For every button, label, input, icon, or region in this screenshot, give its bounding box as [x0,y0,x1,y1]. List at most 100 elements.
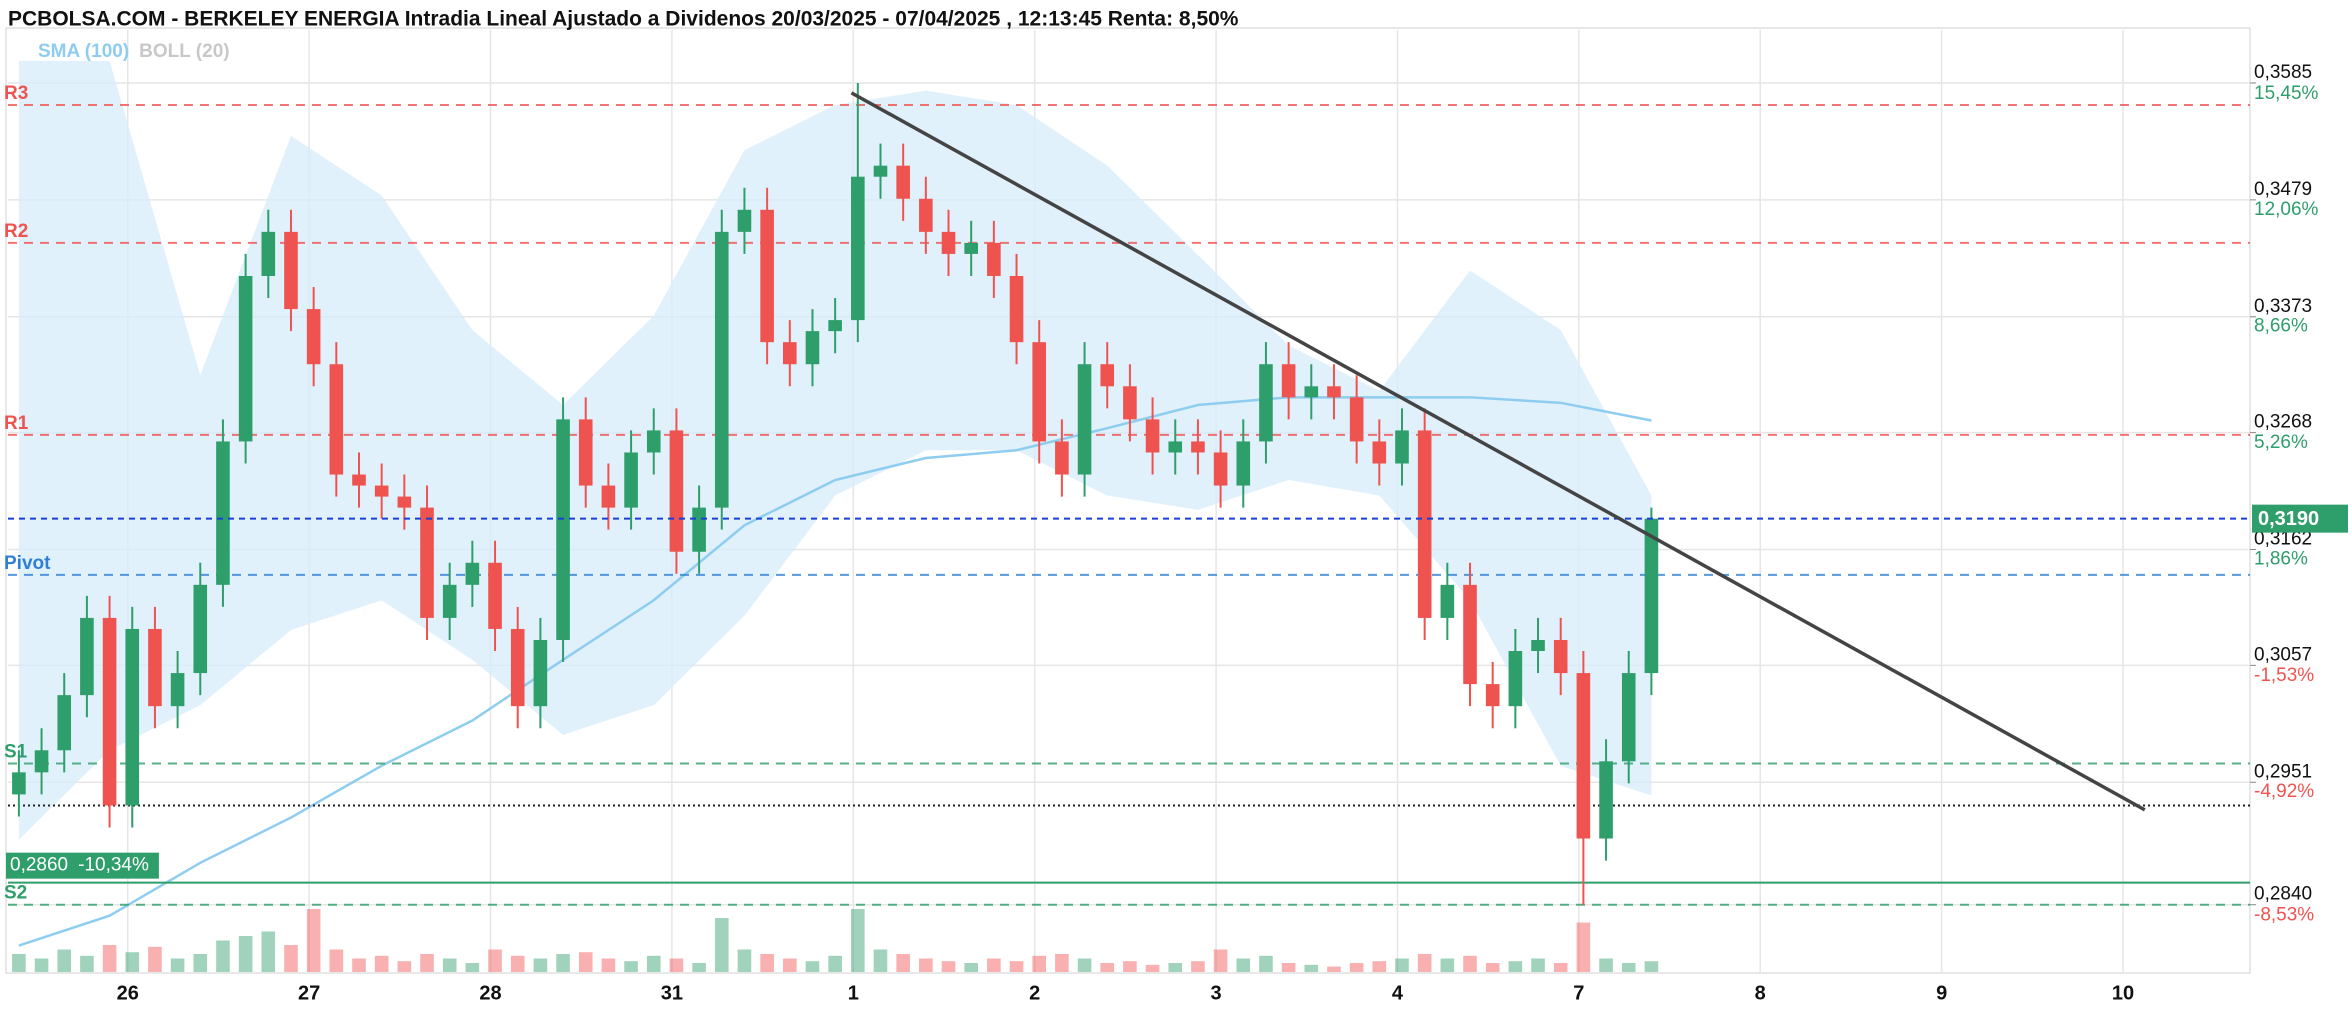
volume-bar [374,955,389,972]
current-price-label: 0,3190 [2258,508,2319,530]
candle-body [669,430,684,552]
y2-tick-label: 5,26% [2254,432,2308,453]
volume-bar [714,918,729,972]
sma-line [18,396,1652,947]
volume-bar [1168,963,1183,972]
chart-title: PCBOLSA.COM - BERKELEY ENERGIA Intradia … [8,8,1239,31]
volume-bar [510,955,525,972]
volume-bar [284,945,298,972]
y-tick-label: 0,3373 [2254,296,2312,317]
candle-body [987,242,1001,276]
volume-bar [306,909,321,972]
candle-body [1281,364,1296,398]
plot-frame [5,27,2251,974]
candle-body [1485,684,1500,707]
volume-bar [1009,961,1024,972]
trendline [850,91,2146,812]
candle-body [420,507,434,618]
y2-tick-label: -1,53% [2254,665,2314,686]
min-tag-pct: -10,34% [78,855,149,876]
candle-body [760,209,774,343]
level-label: R3 [4,83,28,104]
volume-bar [148,946,162,972]
candle-body [1100,364,1115,387]
candle-body [1259,364,1273,442]
candle-body [805,331,820,365]
x-tick-label: 7 [1573,982,1584,1004]
y-tick-label: 0,3585 [2254,62,2312,83]
x-tick-label: 26 [117,982,139,1004]
candle-body [919,198,933,232]
candle-body [1123,386,1137,420]
candle-body [1168,441,1183,453]
volume-bar [442,958,457,972]
volume-bar [80,955,94,972]
candle-body [12,772,26,795]
volume-bar [488,949,502,972]
legend-entry: SMA (100) [38,41,129,62]
y-tick-label: 0,2840 [2254,884,2312,905]
min-tag-box [6,852,159,879]
volume-bar [261,931,276,972]
current-price-tag [2252,504,2348,533]
volume-bar [1531,958,1545,972]
volume-bar [420,954,434,972]
volume-bar [1236,958,1251,972]
volume-bar [1304,964,1319,972]
candle-body [193,584,208,674]
volume-bar [1644,961,1659,972]
x-tick-label: 8 [1755,982,1766,1004]
bollinger-band [18,60,1652,840]
x-tick-label: 4 [1392,982,1404,1004]
volume-bar [1327,966,1341,972]
candle-body [102,617,117,806]
candle-body [941,231,956,254]
volume-bar [873,949,888,972]
volume-bar [1077,958,1092,972]
volume-bar [896,954,910,972]
candle-body [1236,441,1251,486]
volume-bar [397,961,412,972]
volume-bar [12,954,26,972]
candle-body [216,441,230,585]
x-tick-label: 2 [1029,982,1040,1004]
x-tick-label: 10 [2112,982,2134,1004]
candle-body [261,231,276,276]
volume-bar [1485,963,1500,972]
candle-body [646,430,661,453]
x-tick-label: 9 [1936,982,1947,1004]
volume-bar [1259,955,1273,972]
candle-body [488,562,502,629]
x-tick-label: 31 [661,982,683,1004]
candle-body [1463,584,1477,685]
volume-bar [646,955,661,972]
volume-bar [1576,922,1591,972]
volume-bar [941,961,956,972]
volume-bar [692,963,706,972]
volume-bar [919,958,933,972]
level-label: R2 [4,221,28,242]
x-tick-label: 1 [848,982,859,1004]
y-tick-label: 0,3268 [2254,412,2312,433]
candle-body [851,176,865,321]
candle-body [34,750,49,773]
candle-body [465,562,480,585]
candle-body [148,628,162,707]
candle-body [1531,639,1545,652]
volume-bar [1508,961,1523,972]
candle-body [1304,386,1319,398]
candle-body [238,275,253,442]
level-label: Pivot [4,553,51,574]
volume-bar [828,955,842,972]
candle-body [329,364,344,475]
volume-bar [1191,961,1205,972]
candle-body [782,342,797,365]
min-tag: 0,2860 -10,34% [6,852,159,879]
candle-body [1032,342,1047,442]
volume-bar [737,949,752,972]
y-tick-label: 0,3057 [2254,644,2312,665]
candle-body [1576,673,1591,839]
candle-body [556,419,570,640]
volume-bar [601,958,616,972]
